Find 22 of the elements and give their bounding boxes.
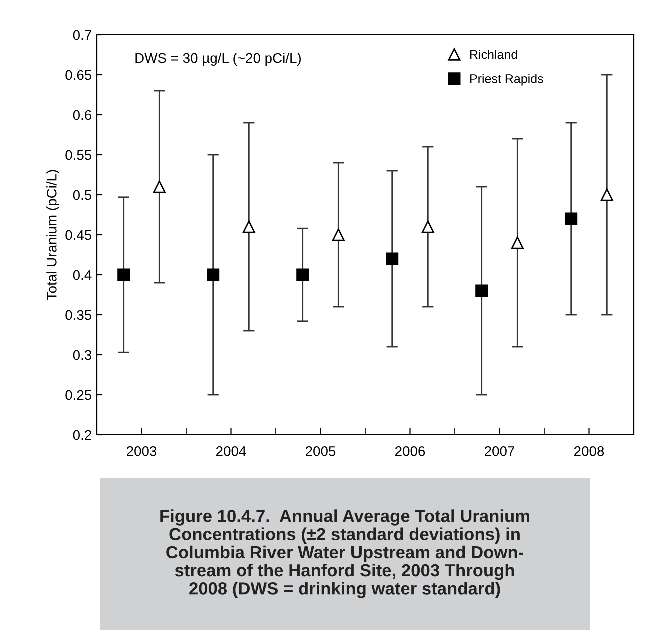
x-tick-label: 2005	[306, 446, 336, 456]
y-tick-label: 0.25	[66, 390, 92, 400]
y-tick-label: 0.5	[73, 190, 92, 200]
y-tick-label: 0.65	[66, 70, 92, 80]
x-tick-label: 2008	[574, 446, 604, 456]
legend-label: Priest Rapids	[470, 74, 544, 86]
y-tick-label: 0.6	[73, 110, 92, 120]
x-tick-label: 2003	[127, 446, 157, 456]
y-axis-title: Total Uranium (pCi/L)	[46, 170, 60, 300]
y-tick-label: 0.55	[66, 150, 92, 160]
legend-label: Richland	[470, 50, 518, 60]
y-tick-label: 0.35	[66, 310, 92, 320]
annotation: DWS = 30 µg/L (~20 pCi/L)	[136, 53, 302, 66]
y-tick-label: 0.7	[73, 30, 92, 40]
y-tick-label: 0.45	[66, 230, 92, 240]
y-tick-label: 0.3	[73, 350, 92, 360]
caption: Figure 10.4.7. Annual Average Total Uranium Concentrations (±2 standard deviations) in Columbia River Water Upstream and Down- stream of the Hanford Site, 2003 Through 2008 (DWS = drinking water standard)	[160, 510, 530, 598]
x-tick-label: 2004	[216, 446, 246, 456]
y-tick-label: 0.4	[73, 270, 92, 280]
y-tick-label: 0.2	[73, 430, 92, 440]
x-tick-label: 2007	[485, 446, 515, 456]
x-tick-label: 2006	[396, 446, 426, 456]
